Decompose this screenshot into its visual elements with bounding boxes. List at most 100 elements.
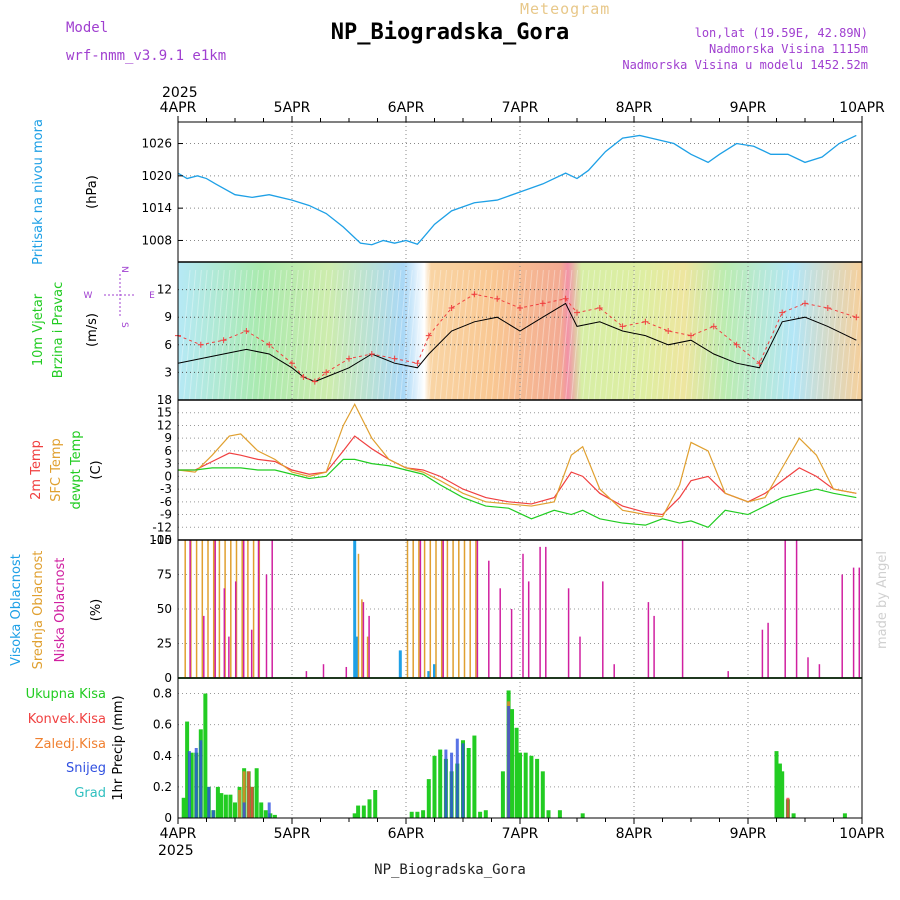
precip-bar [500,771,505,818]
wind-tick-label: 3 [164,365,172,379]
wind-barb-texture [736,269,750,401]
precip-bar [529,755,534,818]
temp-line-dewpt [178,458,857,528]
wind-gust-point [539,300,546,307]
wind-barb-texture [342,269,356,401]
wind-barb-texture [798,269,812,401]
wind-unit: (m/s) [85,313,100,347]
wind-barb-texture [405,269,419,401]
precip-bar [409,811,414,818]
compass-east: E [149,291,155,301]
wind-gust-point [323,369,330,376]
precip-tick-label: 0.8 [153,687,172,701]
precip-bar [228,794,233,818]
wind-barb-texture [844,269,858,401]
wind-gust-point [289,360,295,367]
wind-tick-label: 6 [164,338,172,352]
wind-barb-texture [667,269,681,401]
precip-bar [507,706,511,818]
precip-bar [514,727,519,818]
wind-barb-texture [200,269,214,401]
precip-bar [540,771,545,818]
wind-barb-texture [599,269,613,401]
precip-bar [181,797,186,818]
wind-barb-texture [764,269,778,401]
wind-tick-label: 12 [157,283,172,297]
precip-bar [546,810,551,818]
wind-barb-texture [758,269,772,401]
wind-barb-texture [177,269,191,401]
temp-ylabel-1: SFC Temp [49,438,64,502]
precip-bar [415,811,420,818]
wind-barb-texture [650,269,664,401]
temp-ylabel-2: dewpt Temp [69,430,84,509]
precip-bar [461,743,465,818]
precip-bar [523,752,528,818]
wind-barb-texture [354,269,368,401]
wind-barb-texture [530,269,544,401]
precip-bar [189,752,194,818]
temp-tick-label: -3 [160,482,172,496]
wind-barb-texture [753,269,767,401]
precip-bar [199,740,203,818]
temp-unit: (C) [89,460,104,479]
wind-barb-texture [502,269,516,401]
precip-bar [478,811,483,818]
wind-barb-texture [804,269,818,401]
precip-bar [842,813,847,818]
wind-barb-texture [473,269,487,401]
wind-barb-texture [525,269,539,401]
bottom-day-label: 8APR [616,826,653,842]
wind-barb-texture [337,269,351,401]
precip-bar [466,748,471,818]
wind-barb-texture [548,269,561,401]
wind-barb-texture [644,269,658,401]
wind-barb-texture [770,269,784,401]
wind-barb-texture [485,269,499,401]
precip-tick-label: 0.4 [153,749,172,763]
wind-barb-texture [434,269,447,401]
wind-barb-texture [605,269,618,401]
bottom-day-label: 4APR [160,826,197,842]
wind-barb-texture [696,269,710,401]
wind-gust-point [802,300,808,307]
precip-bar [185,721,190,818]
wind-barb-texture [656,269,670,401]
wind-barb-texture [570,269,584,401]
precip-bar [444,749,448,818]
wind-gust-point [853,314,860,321]
bottom-day-label: 5APR [274,826,311,842]
footer-station: NP_Biogradska_Gora [374,862,526,878]
wind-barb-texture [582,269,596,401]
precip-bar [426,779,431,818]
compass-cross-icon [104,274,136,316]
pressure-tick-label: 1008 [141,233,172,247]
cloud-unit: (%) [89,599,104,622]
wind-gust-point [517,305,523,311]
cloud-tick-label: 25 [157,637,172,651]
top-day-label: 4APR [160,100,197,116]
wind-barb-texture [394,269,408,401]
precip-bar [438,749,443,818]
wind-barb-texture [821,269,835,401]
temp-tick-label: 15 [157,406,172,420]
wind-barb-texture [365,269,379,401]
wind-barb-texture [468,269,482,401]
pressure-tick-label: 1014 [141,201,172,215]
temp-line-2m [178,435,857,516]
wind-barb-texture [587,269,601,401]
precip-bar [510,709,515,818]
wind-barb-texture [291,269,305,401]
wind-barb-texture [616,269,630,401]
cloud-tick-label: 50 [157,602,172,616]
precip-bar [238,790,242,818]
wind-barb-texture [827,269,841,401]
wind-gust-point [779,309,786,316]
precip-bar [518,752,522,818]
wind-gust-point [266,341,273,348]
temp-tick-label: 6 [164,444,172,458]
wind-barb-texture [707,269,721,401]
wind-gust-point [391,355,398,362]
wind-barb-texture [673,269,687,401]
wind-gust-point [733,341,740,348]
